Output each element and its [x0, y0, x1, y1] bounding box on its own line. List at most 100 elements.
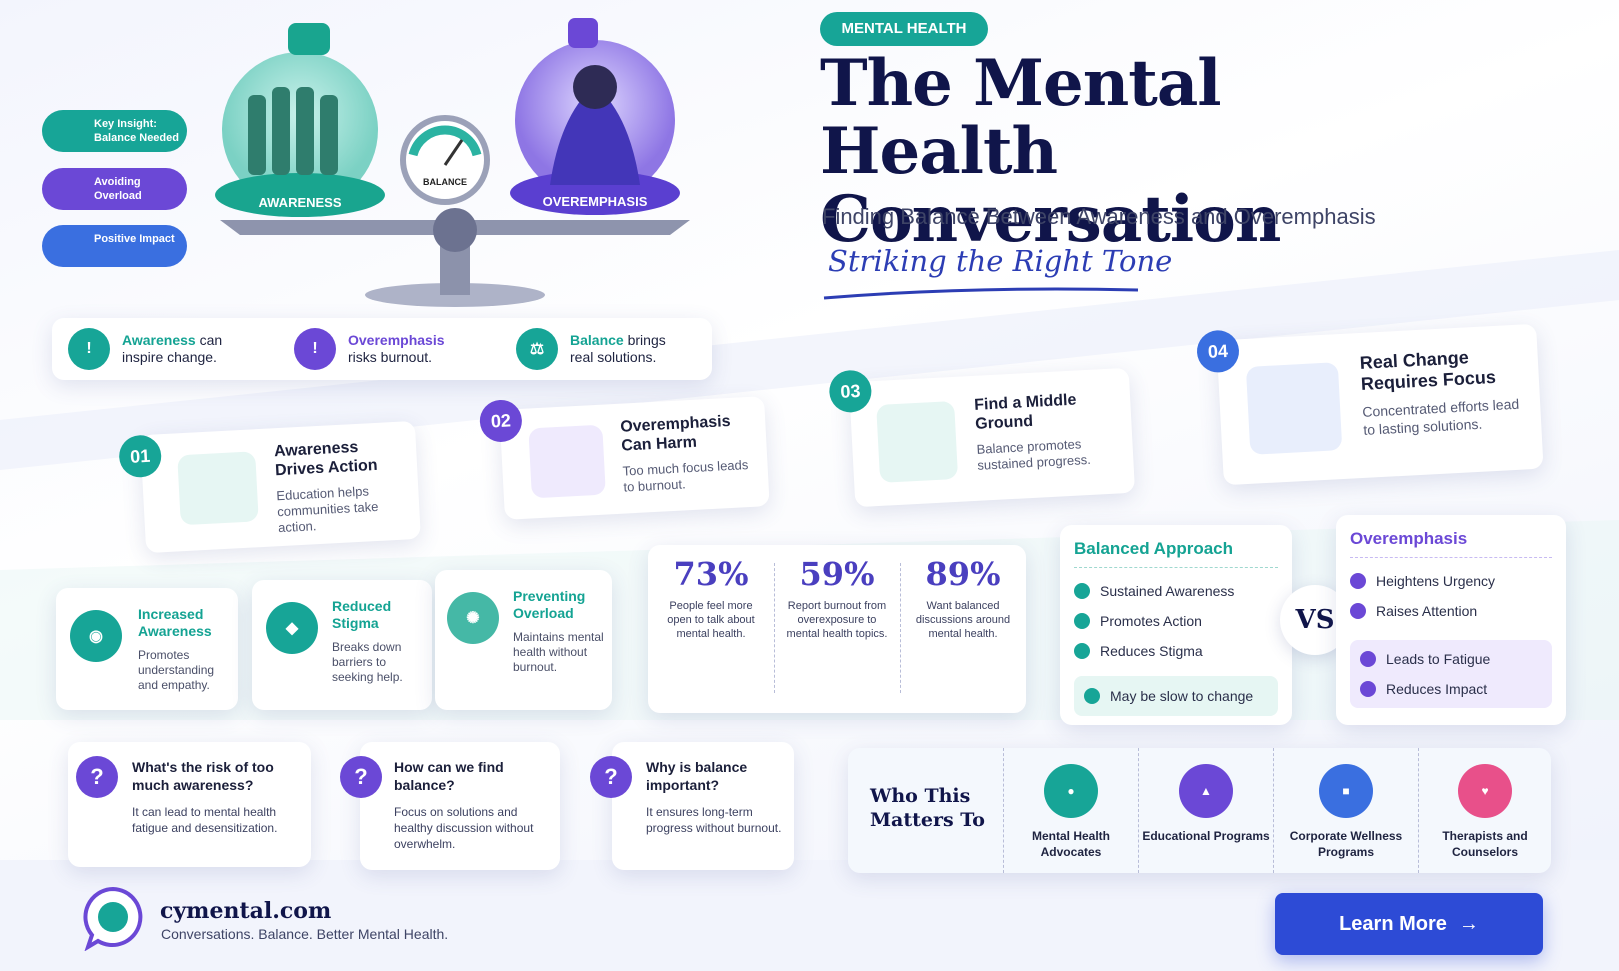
feature-icon: ◆ [266, 602, 318, 654]
pro-item: Reduces Stigma [1074, 636, 1278, 666]
step-text: Education helps communities take action. [276, 483, 379, 536]
summary-highlight: Overemphasis [348, 332, 445, 348]
step-title: Real Change Requires Focus [1359, 347, 1497, 394]
stat-text: Report burnout from overexposure to ment… [786, 600, 888, 640]
feature-card: ◉ Increased Awareness Promotes understand… [56, 588, 238, 710]
summary-highlight: Balance [570, 332, 624, 348]
tagline: Striking the Right Tone [828, 244, 1173, 278]
divider [774, 563, 775, 693]
step-body: Find a Middle Ground Balance promotes sus… [974, 389, 1118, 474]
stat-text: Want balanced discussions around mental … [915, 600, 1011, 640]
faq-icon: ? [340, 756, 382, 798]
brand-tagline: Conversations. Balance. Better Mental He… [161, 926, 449, 942]
gauge-label: BALANCE [423, 177, 467, 187]
step-text: Too much focus leads to burnout. [622, 457, 749, 495]
step-body: Overemphasis Can Harm Too much focus lead… [620, 411, 754, 496]
balance-scale-illustration: AWARENESS BALANCE OVEREMPHASIS [215, 18, 690, 307]
summary-icon: ⚖ [516, 328, 558, 370]
audience-label: Therapists and Counselors [1442, 829, 1528, 859]
main-title: The Mental Health Conversation [820, 46, 1281, 257]
summary-icon: ! [294, 328, 336, 370]
pro-text: Promotes Action [1100, 613, 1202, 629]
feature-title: Preventing Overload [513, 588, 586, 621]
summary-text: risks burnout. [348, 349, 433, 365]
summary-text: brings real solutions. [570, 332, 666, 365]
bullet [1074, 613, 1090, 629]
step-title: Overemphasis Can Harm [619, 412, 731, 455]
awareness-label: AWARENESS [258, 195, 341, 210]
faq-icon: ? [76, 756, 118, 798]
bullet [1084, 688, 1100, 704]
stat: 89% Want balanced discussions around ment… [900, 545, 1026, 641]
step-title: Find a Middle Ground [973, 391, 1077, 433]
step-title: Awareness Drives Action [273, 438, 378, 480]
summary-item: Balance brings real solutions. [570, 332, 690, 366]
faq-answer: Focus on solutions and healthy discussio… [394, 805, 534, 851]
audience-item: ● Mental Health Advocates [1003, 748, 1138, 873]
audience-icon: ■ [1319, 764, 1373, 818]
learn-more-button[interactable]: Learn More → [1275, 893, 1543, 955]
compare-title: Overemphasis [1350, 529, 1552, 558]
summary-text: can inspire change. [122, 332, 223, 365]
audience-label: Educational Programs [1142, 829, 1270, 843]
stat-value: 59% [799, 555, 875, 593]
step-card: 02 Overemphasis Can Harm Too much focus l… [478, 396, 770, 520]
audience-item: ▲ Educational Programs [1138, 748, 1273, 873]
pill-text: Avoiding Overload [94, 176, 142, 202]
summary-item: Overemphasis risks burnout. [348, 332, 468, 366]
step-body: Real Change Requires Focus Concentrated e… [1359, 345, 1523, 439]
bullet [1360, 681, 1376, 697]
feature-card: ✺ Preventing Overload Maintains mental he… [435, 570, 612, 710]
bullet [1350, 573, 1366, 589]
divider [900, 563, 901, 693]
summary-highlight: Awareness [122, 332, 196, 348]
audience-item: ♥ Therapists and Counselors [1418, 748, 1551, 873]
pro-item: Heightens Urgency [1350, 566, 1552, 596]
step-card: 03 Find a Middle Ground Balance promotes … [828, 367, 1136, 508]
pill-text: Key Insight: Balance Needed [94, 118, 179, 144]
tagline-underline [823, 287, 1139, 300]
step-card: 01 Awareness Drives Action Education help… [118, 420, 421, 554]
subtitle: Finding Balance Between Awareness and Ov… [822, 204, 1376, 229]
audience-panel: Who This Matters To ● Mental Health Advoc… [848, 748, 1551, 873]
faq-card: ? Why is balance important? It ensures lo… [590, 742, 794, 870]
stat-text: People feel more open to talk about ment… [667, 600, 755, 640]
con-item: Leads to Fatigue [1360, 644, 1542, 674]
faq-answer: It can lead to mental health fatigue and… [132, 805, 278, 835]
insight-pill: Avoiding Overload [42, 168, 187, 210]
audience-item: ■ Corporate Wellness Programs [1273, 748, 1418, 873]
faq-icon: ? [590, 756, 632, 798]
audience-label: Mental Health Advocates [1031, 829, 1110, 859]
pro-item: Sustained Awareness [1074, 576, 1278, 606]
step-card: 04 Real Change Requires Focus Concentrate… [1195, 323, 1544, 486]
pill-text: Positive Impact [94, 233, 175, 245]
audience-label: Corporate Wellness Programs [1289, 829, 1403, 859]
bullet [1074, 643, 1090, 659]
stat: 73% People feel more open to talk about m… [648, 545, 774, 641]
faq-card: ? How can we find balance? Focus on solut… [340, 742, 560, 870]
feature-title: Increased Awareness [138, 606, 212, 639]
bullet [1350, 603, 1366, 619]
step-icon [528, 424, 606, 499]
pro-item: Raises Attention [1350, 596, 1552, 626]
bullet [1074, 583, 1090, 599]
faq-card: ? What's the risk of too much awareness?… [68, 742, 311, 867]
faq-answer: It ensures long-term progress without bu… [646, 805, 782, 835]
insight-pill: Positive Impact [42, 225, 187, 267]
insight-pill: Key Insight: Balance Needed [42, 110, 187, 152]
con-text: Leads to Fatigue [1386, 651, 1491, 667]
compare-title: Balanced Approach [1074, 539, 1278, 568]
audience-icon: ● [1044, 764, 1098, 818]
pro-item: Promotes Action [1074, 606, 1278, 636]
pro-text: Heightens Urgency [1376, 573, 1496, 589]
category-badge: MENTAL HEALTH [820, 12, 988, 46]
step-body: Awareness Drives Action Education helps c… [274, 435, 409, 536]
bullet [1360, 651, 1376, 667]
feature-text: Breaks down barriers to seeking help. [332, 640, 403, 684]
brand-name: cymental.com [160, 898, 332, 924]
button-arrow: → [1458, 912, 1479, 935]
feature-card: ◆ Reduced Stigma Breaks down barriers to … [252, 580, 432, 710]
stat: 59% Report burnout from overexposure to m… [774, 545, 900, 641]
feature-text: Maintains mental health without burnout. [513, 630, 604, 674]
